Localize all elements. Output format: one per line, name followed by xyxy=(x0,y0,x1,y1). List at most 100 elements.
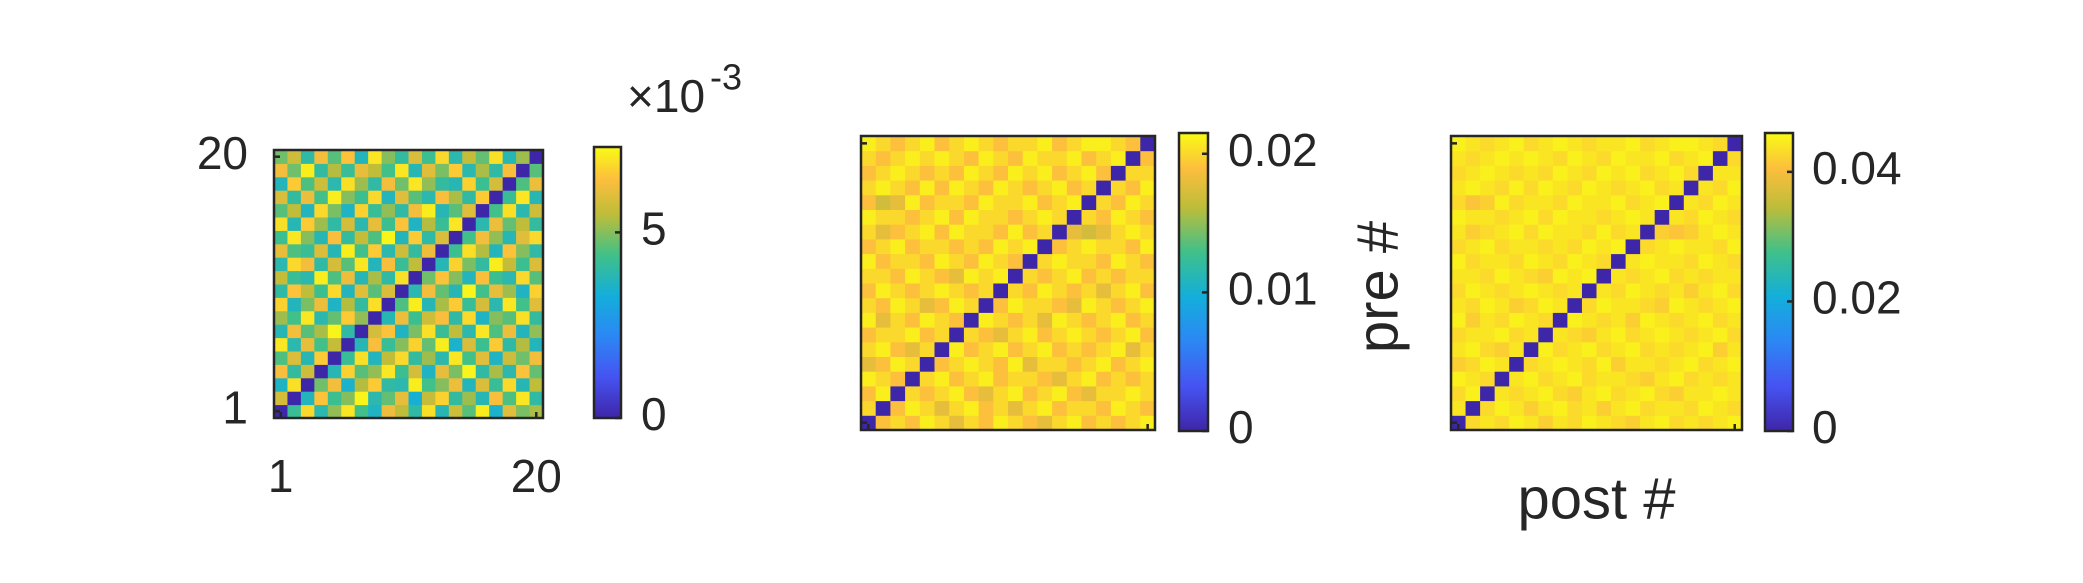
heatmap-cell xyxy=(300,337,315,352)
heatmap-cell xyxy=(1140,194,1156,210)
heatmap-cell xyxy=(1480,400,1496,416)
heatmap-cell xyxy=(1494,238,1510,255)
heatmap-cell xyxy=(1640,385,1656,402)
heatmap-cell xyxy=(435,297,450,312)
heatmap-cell xyxy=(381,190,396,205)
heatmap-cell xyxy=(1683,371,1699,387)
heatmap-cell xyxy=(1509,238,1525,255)
heatmap-cell xyxy=(978,415,994,431)
heatmap-cell xyxy=(1552,312,1568,328)
heatmap-cell xyxy=(949,238,965,255)
heatmap-cell xyxy=(489,404,504,419)
heatmap-cell xyxy=(919,180,935,196)
heatmap-cell xyxy=(489,230,504,245)
heatmap-cell xyxy=(274,243,288,258)
heatmap-cell xyxy=(1052,400,1068,416)
heatmap-cell xyxy=(963,312,980,328)
heatmap-cell xyxy=(475,310,490,325)
heatmap-cell xyxy=(1552,297,1568,313)
heatmap-cell xyxy=(1451,415,1467,431)
heatmap-cell xyxy=(1552,356,1568,372)
heatmap-cell xyxy=(1052,415,1068,431)
heatmap-cell xyxy=(963,150,980,166)
heatmap-cell xyxy=(1008,297,1024,313)
heatmap-cell xyxy=(381,230,396,245)
heatmap-cell xyxy=(274,404,288,419)
heatmap-cell xyxy=(381,297,396,312)
heatmap-cell xyxy=(1110,224,1127,240)
heatmap-cell xyxy=(341,337,356,352)
heatmap-cell xyxy=(1523,165,1539,181)
heatmap-cell xyxy=(300,364,315,379)
heatmap-cell xyxy=(1037,268,1053,284)
heatmap-cell xyxy=(354,217,369,231)
heatmap-cell xyxy=(475,176,490,191)
heatmap-cell xyxy=(1581,312,1597,328)
heatmap-cell xyxy=(1052,253,1068,269)
heatmap-cell xyxy=(1683,312,1699,328)
heatmap-cell xyxy=(300,404,315,419)
heatmap-cell xyxy=(516,203,531,218)
heatmap-cell xyxy=(978,194,994,210)
heatmap-cell xyxy=(1110,253,1127,269)
heatmap-cell xyxy=(875,268,891,284)
heatmap-cell xyxy=(949,165,965,181)
heatmap-cell xyxy=(1567,297,1583,313)
heatmap-cell xyxy=(502,203,517,218)
heatmap-cell xyxy=(1066,165,1082,181)
heatmap-cell xyxy=(1654,400,1670,416)
heatmap-cell xyxy=(1066,253,1082,269)
heatmap-cell xyxy=(300,257,315,272)
heatmap-cell xyxy=(1625,297,1641,313)
heatmap-cell xyxy=(314,324,329,339)
heatmap-cell xyxy=(875,180,891,196)
heatmap-cell xyxy=(354,243,369,258)
heatmap-cell xyxy=(1052,356,1068,372)
heatmap-cell xyxy=(395,377,409,392)
heatmap-cell xyxy=(1465,297,1481,313)
heatmap-cell xyxy=(475,203,490,218)
heatmap-cell xyxy=(1727,415,1743,431)
heatmap-cell xyxy=(287,257,302,272)
heatmap-cell xyxy=(1567,283,1583,299)
heatmap-cell xyxy=(1451,253,1467,269)
heatmap-cell xyxy=(1523,209,1539,225)
heatmap-cell xyxy=(421,297,436,312)
heatmap-cell xyxy=(1022,209,1038,225)
heatmap-cell xyxy=(408,391,423,406)
heatmap-cell xyxy=(993,136,1009,152)
heatmap-cell xyxy=(1625,136,1641,152)
heatmap-cell xyxy=(489,270,504,285)
heatmap-cell xyxy=(1669,297,1685,313)
heatmap-cell xyxy=(875,312,891,328)
heatmap-cell xyxy=(1712,341,1728,357)
heatmap-cell xyxy=(1552,268,1568,284)
colorbar-tick-label: 0.02 xyxy=(1228,124,1318,176)
heatmap-cell xyxy=(395,324,409,339)
heatmap-cell xyxy=(1523,385,1539,402)
heatmap-cell xyxy=(1509,209,1525,225)
heatmap-cell xyxy=(395,243,409,258)
heatmap-cell xyxy=(448,150,463,164)
heatmap-cell xyxy=(1581,341,1597,357)
heatmap-cell xyxy=(905,253,921,269)
heatmap-cell xyxy=(435,217,450,231)
heatmap-cell xyxy=(274,257,288,272)
heatmap-cell xyxy=(1552,371,1568,387)
heatmap-cell xyxy=(1712,312,1728,328)
heatmap-cell xyxy=(1727,268,1743,284)
heatmap-cell xyxy=(1552,224,1568,240)
heatmap-cell xyxy=(1125,341,1141,357)
heatmap-cell xyxy=(861,180,877,196)
heatmap-cell xyxy=(300,270,315,285)
heatmap-cell xyxy=(1037,356,1053,372)
heatmap-cell xyxy=(274,163,288,178)
heatmap-cell xyxy=(963,297,980,313)
heatmap-cell xyxy=(919,371,935,387)
heatmap-cell xyxy=(1037,415,1053,431)
heatmap-cell xyxy=(300,284,315,298)
heatmap-cell xyxy=(1712,371,1728,387)
heatmap-cell xyxy=(354,337,369,352)
heatmap-cell xyxy=(1567,385,1583,402)
heatmap-cell xyxy=(435,230,450,245)
